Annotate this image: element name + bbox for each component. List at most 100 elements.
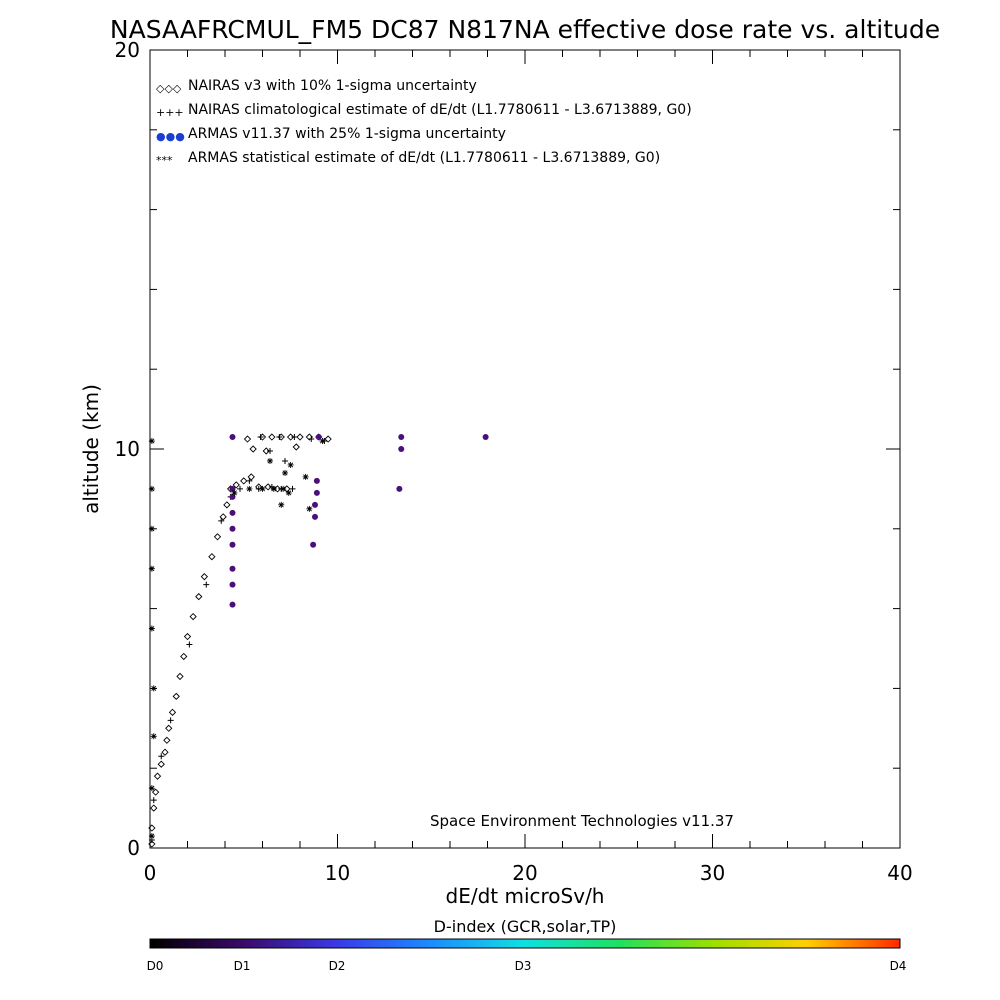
nairas-climatology-point (237, 485, 243, 492)
legend-symbol: +++ (156, 106, 184, 119)
armas-statistical-point (302, 473, 309, 480)
armas-point (315, 434, 322, 441)
x-tick-label: 10 (325, 861, 350, 885)
nairas-v3-point (292, 443, 300, 451)
armas-point (229, 565, 236, 572)
colorbar-tick-label: D2 (329, 959, 346, 973)
nairas-v3-point (163, 736, 171, 744)
armas-point (398, 446, 405, 452)
armas-statistical-point (278, 501, 285, 508)
armas-point (312, 513, 318, 520)
armas-statistical-point (319, 438, 326, 445)
nairas-v3-point (264, 483, 272, 491)
nairas-v3-point (148, 840, 156, 848)
nairas-climatology-point (267, 447, 273, 454)
x-tick-label: 30 (700, 861, 725, 885)
nairas-v3-point (296, 433, 304, 441)
nairas-v3-point (247, 473, 255, 481)
nairas-climatology-point (203, 581, 210, 588)
legend-symbol: ◇◇◇ (156, 82, 182, 95)
nairas-climatology-point (158, 753, 165, 760)
colorbar-tick-label: D3 (515, 959, 532, 973)
colorbar-ticks: D0 D1 D2 D3 D4 (147, 959, 907, 973)
nairas-climatology-point (150, 797, 157, 804)
nairas-v3-point (183, 632, 192, 641)
nairas-v3-point (157, 760, 165, 768)
nairas-v3-point (273, 485, 282, 493)
nairas-v3-point (151, 788, 160, 796)
nairas-v3-point (324, 435, 332, 443)
colorbar-tick-label: D4 (890, 959, 907, 973)
nairas-climatology-point (246, 477, 253, 484)
legend-symbol: ●●● (156, 130, 185, 143)
x-axis-label: dE/dt microSv/h (446, 884, 605, 908)
nairas-v3-point (249, 445, 257, 453)
nairas-v3-point (268, 433, 276, 441)
armas-statistical-point (270, 485, 277, 492)
armas-statistical-point (148, 625, 155, 632)
nairas-v3-point (208, 553, 216, 561)
credit-text: Space Environment Technologies v11.37 (430, 812, 734, 830)
armas-point (229, 581, 236, 588)
nairas-v3-point (262, 447, 270, 455)
armas-statistical-point (150, 685, 157, 692)
armas-point (313, 489, 320, 496)
armas-statistical-point (148, 438, 155, 445)
armas-statistical-point (282, 469, 288, 476)
legend-label: NAIRAS v3 with 10% 1-sigma uncertainty (188, 78, 477, 94)
armas-statistical-point (150, 733, 157, 740)
armas-statistical-point (148, 833, 155, 840)
armas-point (313, 477, 320, 484)
armas-point (229, 434, 236, 441)
plot-frame (149, 49, 901, 849)
y-axis-label: altitude (km) (79, 384, 103, 514)
armas-point (229, 509, 236, 516)
nairas-v3-point (232, 481, 240, 489)
nairas-climatology-point (289, 485, 296, 492)
chart-title: NASAAFRCMUL_FM5 DC87 N817NA effective do… (110, 15, 940, 44)
nairas-climatology-point (257, 434, 264, 441)
nairas-v3-point (153, 772, 162, 780)
armas-point (229, 601, 236, 608)
nairas-climatology-point (282, 457, 288, 464)
nairas-climatology-point (186, 641, 193, 648)
armas-point (396, 485, 403, 492)
armas-point (312, 501, 318, 508)
colorbar (149, 938, 901, 949)
nairas-climatology-point (167, 717, 174, 724)
nairas-v3-point (195, 592, 203, 601)
nairas-v3-point (283, 485, 291, 493)
nairas-v3-point (189, 612, 197, 621)
armas-point (398, 434, 405, 441)
nairas-v3-point (168, 708, 177, 716)
legend-label: NAIRAS climatological estimate of dE/dt … (188, 102, 692, 118)
y-tick-label: 10 (115, 437, 140, 461)
armas-statistical-point (231, 489, 238, 496)
nairas-v3-point (286, 433, 295, 441)
y-tick-label: 20 (115, 38, 140, 62)
nairas-v3-point (213, 533, 222, 541)
armas-statistical-point (306, 505, 313, 512)
x-tick-label: 20 (512, 861, 537, 885)
y-tick-label: 0 (127, 836, 140, 860)
x-tick-label: 0 (144, 861, 157, 885)
nairas-v3-point (200, 573, 209, 581)
armas-point (310, 541, 317, 548)
legend-symbol: *** (156, 154, 173, 167)
armas-statistical-point (280, 485, 287, 492)
nairas-climatology-point (276, 434, 283, 441)
nairas-climatology-point (291, 434, 298, 441)
armas-statistical-point (148, 785, 155, 792)
nairas-v3-point (176, 672, 184, 681)
nairas-v3-point (172, 692, 180, 701)
colorbar-label: D-index (GCR,solar,TP) (434, 917, 617, 936)
armas-statistical-point (148, 485, 155, 492)
armas-statistical-point (285, 489, 292, 496)
armas-statistical-point (259, 485, 266, 492)
nairas-climatology-point (218, 517, 225, 524)
armas-statistical-point (267, 457, 273, 464)
nairas-v3-point (243, 435, 252, 443)
armas-point (229, 525, 236, 532)
nairas-v3-point (180, 652, 188, 661)
